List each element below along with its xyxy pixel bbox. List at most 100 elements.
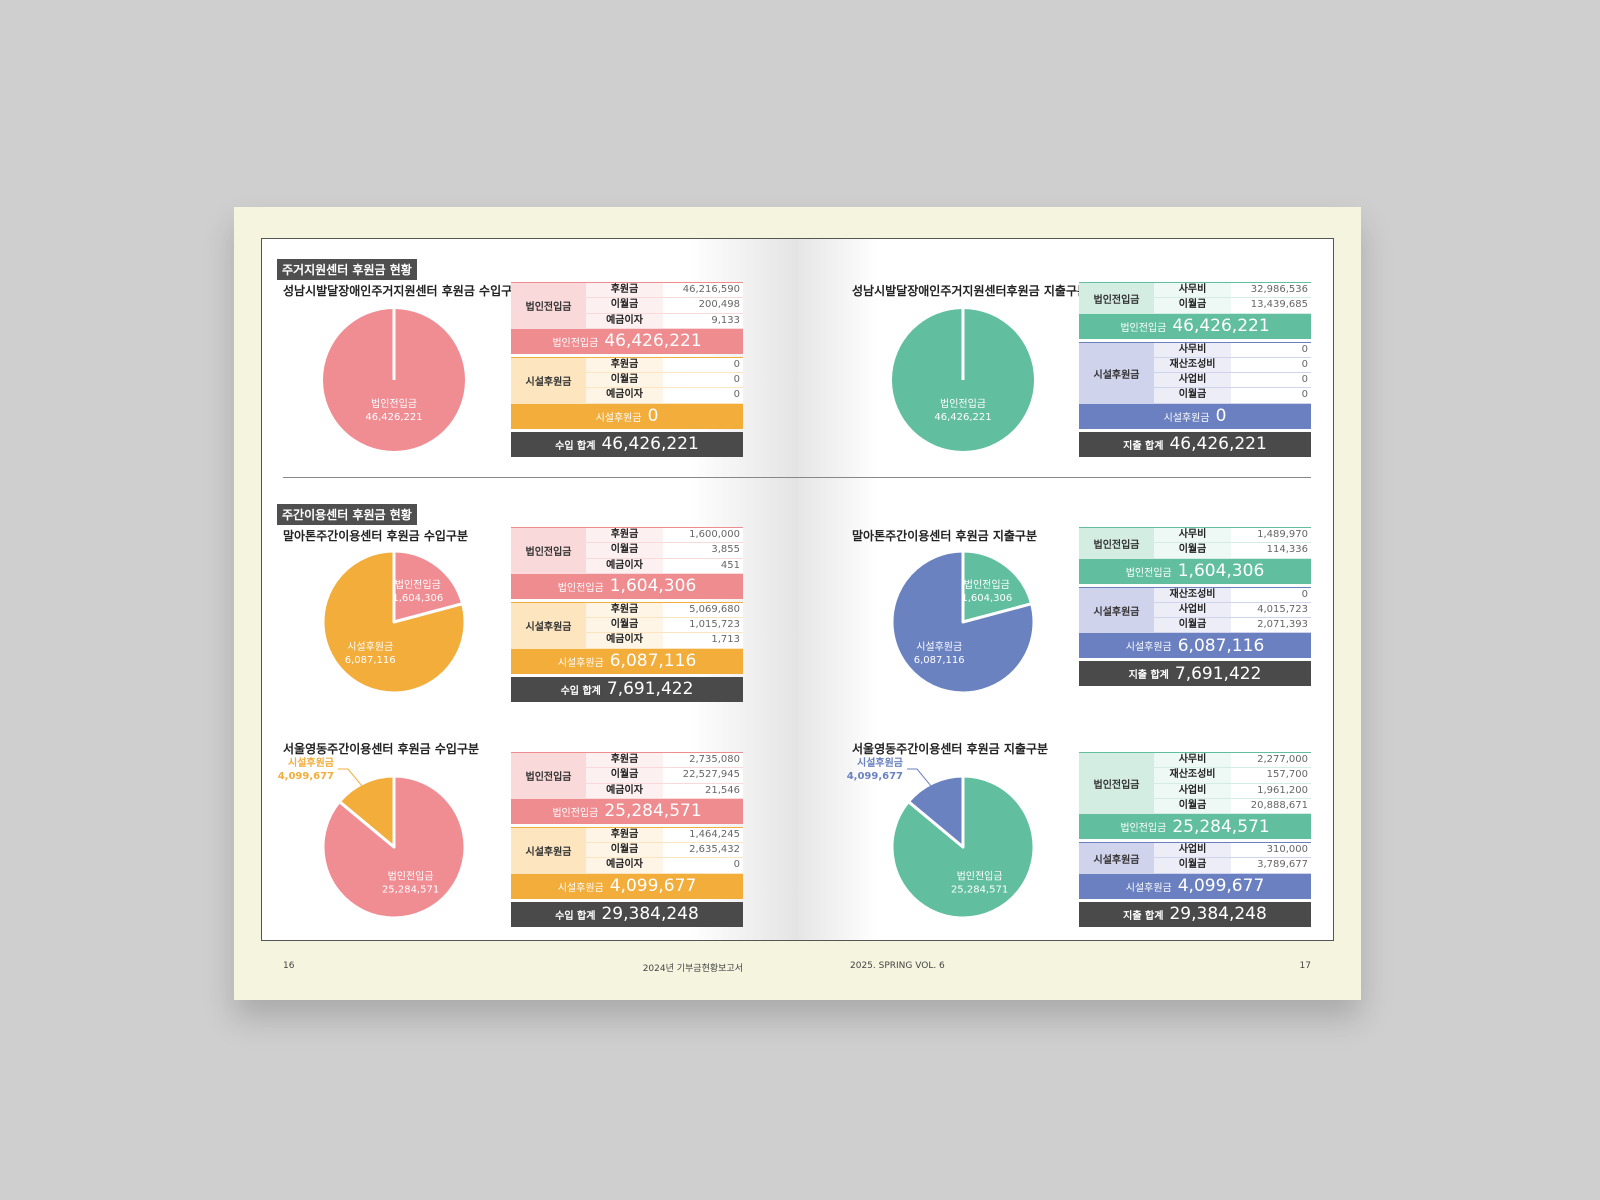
table: 법인전입금 후원금 1,600,000 이월금 3,855 예금이자 451 법인전입금 1,6… [511, 527, 743, 705]
table-row: 후원금 0 [586, 357, 743, 374]
subtotal-value: 0 [647, 406, 659, 427]
subtotal-bar: 법인전입금 25,284,571 [511, 798, 743, 824]
block-title: 성남시발달장애인주거지원센터후원금 지출구분 [852, 284, 1089, 298]
row-label: 사무비 [1154, 753, 1231, 768]
subtotal-bar: 법인전입금 46,426,221 [1079, 313, 1311, 339]
group: 시설후원금 후원금 5,069,680 이월금 1,015,723 예금이자 1,713 [511, 601, 743, 649]
slice-name: 시설후원금 [347, 641, 393, 653]
subtotal-label: 시설후원금 [557, 657, 604, 669]
row-value: 2,277,000 [1231, 753, 1311, 768]
total-value: 29,384,248 [1169, 904, 1267, 925]
block-title: 서울영동주간이용센터 후원금 지출구분 [852, 742, 1049, 756]
group-rows: 후원금 1,464,245 이월금 2,635,432 예금이자 0 [586, 827, 743, 874]
row-value: 3,855 [663, 543, 743, 558]
slice-name: 시설후원금 [288, 756, 334, 769]
group-rows: 재산조성비 0 사업비 4,015,723 이월금 2,071,393 [1154, 587, 1311, 634]
group: 법인전입금 후원금 1,600,000 이월금 3,855 예금이자 451 [511, 527, 743, 574]
table-row: 이월금 0 [1154, 388, 1311, 404]
block-title: 서울영동주간이용센터 후원금 수입구분 [283, 742, 480, 756]
row-value: 0 [663, 388, 743, 403]
group-rows: 후원금 5,069,680 이월금 1,015,723 예금이자 1,713 [586, 602, 743, 649]
subtotal-value: 4,099,677 [609, 876, 697, 897]
table-row: 이월금 3,855 [586, 543, 743, 559]
slice-value: 6,087,116 [345, 655, 396, 666]
row-value: 9,133 [663, 313, 743, 328]
table-row: 예금이자 451 [586, 558, 743, 574]
row-label: 사무비 [1154, 342, 1231, 357]
row-value: 22,527,945 [663, 768, 743, 783]
pie-slice [961, 549, 1034, 624]
subtotal-label: 시설후원금 [1125, 642, 1172, 654]
group-name: 법인전입금 [511, 528, 586, 574]
group-rows: 사무비 32,986,536 이월금 13,439,685 [1154, 283, 1311, 314]
table-row: 사업비 310,000 [1154, 843, 1311, 859]
group-name: 법인전입금 [1079, 753, 1154, 815]
table-row: 사무비 0 [1154, 342, 1311, 358]
slice-value: 4,099,677 [847, 771, 903, 782]
subtotal-value: 1,604,306 [1177, 561, 1265, 582]
row-label: 사업비 [1154, 843, 1231, 858]
table-row: 후원금 2,735,080 [586, 753, 743, 769]
slice-value: 25,284,571 [951, 884, 1008, 895]
group: 시설후원금 사무비 0 재산조성비 0 사업비 0 이월금 0 [1079, 341, 1311, 404]
row-value: 0 [1231, 373, 1311, 388]
subtotal-label: 법인전입금 [552, 337, 599, 349]
total-label: 수입 합계 [560, 685, 601, 697]
row-label: 이월금 [586, 768, 663, 783]
slice-value: 6,087,116 [914, 655, 965, 666]
row-label: 이월금 [586, 843, 663, 858]
row-label: 후원금 [586, 283, 663, 298]
total-bar: 수입 합계 29,384,248 [511, 901, 743, 927]
subtotal-label: 법인전입금 [1120, 823, 1167, 835]
row-label: 후원금 [586, 827, 663, 843]
row-label: 후원금 [586, 528, 663, 543]
subtotal-bar: 법인전입금 1,604,306 [1079, 558, 1311, 584]
running-title: 2024년 기부금현황보고서 [642, 964, 743, 974]
row-value: 1,961,200 [1231, 783, 1311, 798]
subtotal-label: 법인전입금 [1125, 567, 1172, 579]
subtotal-value: 1,604,306 [609, 576, 697, 597]
pie-slice [337, 774, 396, 849]
row-value: 1,600,000 [663, 528, 743, 543]
table-row: 사업비 0 [1154, 373, 1311, 389]
table-row: 재산조성비 0 [1154, 357, 1311, 374]
subtotal-label: 시설후원금 [1163, 412, 1210, 424]
row-value: 0 [1231, 357, 1311, 373]
row-label: 이월금 [1154, 543, 1231, 558]
group-name: 시설후원금 [1079, 342, 1154, 404]
row-label: 사무비 [1154, 528, 1231, 543]
group-name: 시설후원금 [511, 602, 586, 649]
group-name: 시설후원금 [1079, 843, 1154, 874]
row-value: 0 [1231, 587, 1311, 602]
table-row: 재산조성비 157,700 [1154, 768, 1311, 784]
table: 법인전입금 사무비 2,277,000 재산조성비 157,700 사업비 1,961,20… [1079, 752, 1311, 930]
table-row: 이월금 2,071,393 [1154, 618, 1311, 634]
block-title: 말아톤주간이용센터 후원금 수입구분 [283, 529, 468, 543]
table-row: 이월금 114,336 [1154, 543, 1311, 559]
table-row: 사무비 1,489,970 [1154, 528, 1311, 544]
total-value: 46,426,221 [601, 434, 699, 455]
row-label: 사업비 [1154, 783, 1231, 798]
subtotal-bar: 시설후원금 0 [511, 403, 743, 429]
table-row: 이월금 3,789,677 [1154, 858, 1311, 874]
group: 법인전입금 사무비 2,277,000 재산조성비 157,700 사업비 1,961,20… [1079, 752, 1311, 815]
total-label: 수입 합계 [555, 440, 596, 452]
row-value: 0 [663, 357, 743, 373]
row-label: 예금이자 [586, 858, 663, 873]
row-label: 사업비 [1154, 373, 1231, 388]
running-title: 2025. SPRING VOL. 6 [850, 961, 945, 971]
group-name: 법인전입금 [1079, 283, 1154, 314]
subtotal-label: 시설후원금 [595, 412, 642, 424]
table-row: 이월금 1,015,723 [586, 618, 743, 634]
group-rows: 사무비 1,489,970 이월금 114,336 [1154, 528, 1311, 559]
group-rows: 사무비 2,277,000 재산조성비 157,700 사업비 1,961,200 이월금 2… [1154, 753, 1311, 815]
row-value: 114,336 [1231, 543, 1311, 558]
row-value: 5,069,680 [663, 602, 743, 618]
table-row: 후원금 46,216,590 [586, 283, 743, 299]
row-value: 32,986,536 [1231, 283, 1311, 298]
subtotal-label: 법인전입금 [557, 582, 604, 594]
table-row: 사업비 1,961,200 [1154, 783, 1311, 799]
table: 법인전입금 후원금 2,735,080 이월금 22,527,945 예금이자 21,546… [511, 752, 743, 930]
